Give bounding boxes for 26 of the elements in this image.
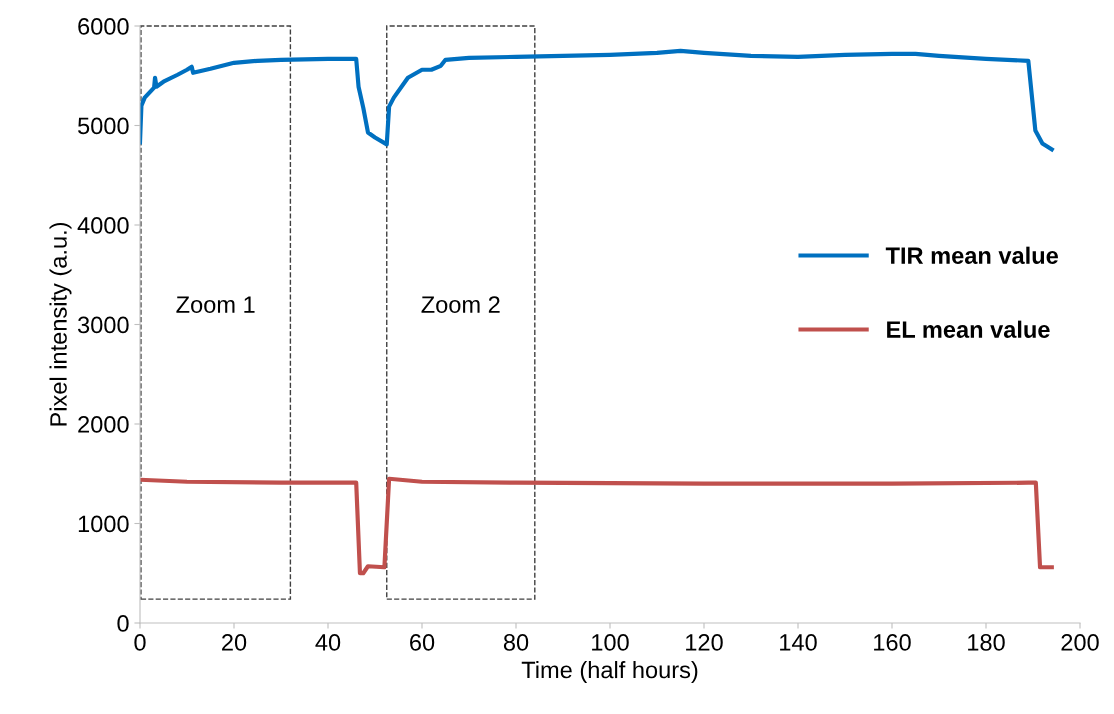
line-series — [140, 48, 1054, 152]
legend-label: TIR mean value — [885, 246, 1058, 265]
line-series — [140, 476, 1054, 576]
y-tick-label: 2000 — [78, 416, 129, 433]
x-tick-label: 120 — [686, 634, 723, 651]
x-tick-label: 180 — [968, 634, 1005, 651]
x-tick-label: 100 — [592, 634, 629, 651]
legend-label: EL mean value — [887, 320, 1050, 338]
y-axis-title: Pixel intensity (a.u.) — [49, 222, 72, 426]
x-tick-label: 40 — [315, 634, 341, 651]
y-tick-label: 1000 — [78, 515, 129, 533]
x-tick-label: 20 — [222, 634, 247, 651]
y-tick-label: 3000 — [77, 316, 129, 334]
y-tick-label: 5000 — [78, 117, 129, 135]
x-tick-label: 200 — [1061, 634, 1099, 651]
y-tick-label: 0 — [117, 615, 129, 632]
x-axis-title: Time (half hours) — [521, 660, 698, 683]
x-tick-label: 140 — [780, 634, 817, 651]
y-tick-label: 4000 — [77, 217, 129, 234]
annotation: Zoom 2 — [421, 296, 500, 313]
x-tick-label: 0 — [134, 634, 146, 651]
annotation: Zoom 1 — [176, 296, 255, 313]
y-tick-label: 6000 — [78, 18, 129, 35]
x-tick-label: 160 — [874, 634, 911, 651]
x-tick-label: 80 — [503, 634, 529, 651]
x-tick-label: 60 — [410, 634, 435, 651]
